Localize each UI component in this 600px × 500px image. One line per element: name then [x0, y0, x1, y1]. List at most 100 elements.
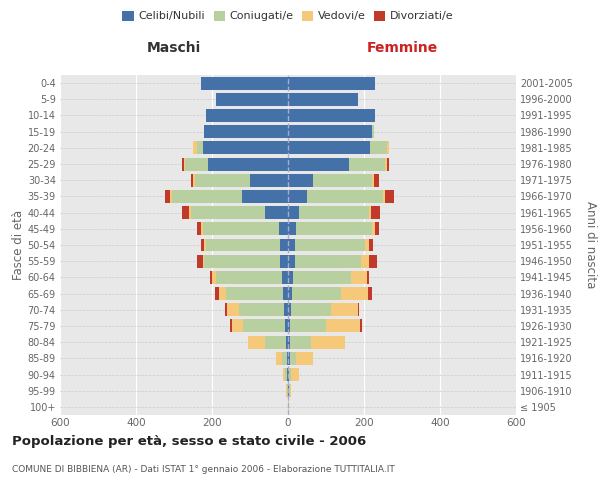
Bar: [242, 190, 288, 203]
Bar: [280, 254, 288, 268]
Bar: [349, 158, 385, 170]
Bar: [376, 222, 379, 235]
Bar: [203, 222, 278, 235]
Bar: [283, 287, 288, 300]
Bar: [189, 206, 191, 219]
Bar: [383, 190, 385, 203]
Bar: [295, 254, 361, 268]
Bar: [280, 238, 288, 252]
Bar: [283, 368, 286, 381]
Bar: [387, 158, 389, 170]
Bar: [284, 304, 288, 316]
Bar: [369, 238, 373, 252]
Bar: [206, 109, 288, 122]
Bar: [288, 76, 376, 90]
Bar: [205, 254, 280, 268]
Bar: [286, 368, 287, 381]
Bar: [370, 142, 387, 154]
Bar: [288, 320, 290, 332]
Bar: [288, 304, 291, 316]
Bar: [385, 190, 394, 203]
Text: Popolazione per età, sesso e stato civile - 2006: Popolazione per età, sesso e stato civil…: [12, 435, 366, 448]
Bar: [299, 206, 369, 219]
Bar: [193, 142, 197, 154]
Bar: [265, 206, 288, 219]
Bar: [288, 222, 296, 235]
Bar: [368, 287, 371, 300]
Bar: [182, 158, 184, 170]
Bar: [285, 320, 288, 332]
Bar: [200, 76, 288, 90]
Bar: [276, 352, 281, 365]
Bar: [288, 125, 371, 138]
Bar: [286, 336, 288, 348]
Bar: [227, 304, 239, 316]
Bar: [367, 271, 368, 284]
Bar: [243, 320, 285, 332]
Bar: [172, 190, 242, 203]
Bar: [248, 336, 265, 348]
Bar: [288, 190, 307, 203]
Y-axis label: Anni di nascita: Anni di nascita: [584, 202, 597, 288]
Bar: [341, 287, 368, 300]
Bar: [197, 142, 203, 154]
Bar: [387, 142, 389, 154]
Bar: [191, 174, 193, 186]
Bar: [326, 320, 360, 332]
Bar: [371, 206, 380, 219]
Bar: [311, 336, 345, 348]
Bar: [184, 158, 185, 170]
Bar: [287, 368, 288, 381]
Bar: [371, 174, 373, 186]
Bar: [288, 254, 295, 268]
Bar: [373, 222, 376, 235]
Text: COMUNE DI BIBBIENA (AR) - Dati ISTAT 1° gennaio 2006 - Elaborazione TUTTITALIA.I: COMUNE DI BIBBIENA (AR) - Dati ISTAT 1° …: [12, 465, 395, 474]
Bar: [290, 336, 311, 348]
Bar: [281, 352, 287, 365]
Bar: [291, 368, 299, 381]
Bar: [200, 238, 205, 252]
Bar: [288, 271, 293, 284]
Bar: [290, 384, 292, 397]
Bar: [331, 304, 358, 316]
Legend: Celibi/Nubili, Coniugati/e, Vedovi/e, Divorziati/e: Celibi/Nubili, Coniugati/e, Vedovi/e, Di…: [122, 10, 454, 22]
Bar: [216, 271, 283, 284]
Bar: [292, 287, 341, 300]
Bar: [197, 254, 203, 268]
Bar: [182, 206, 189, 219]
Bar: [226, 287, 283, 300]
Bar: [219, 287, 226, 300]
Y-axis label: Fasce di età: Fasce di età: [11, 210, 25, 280]
Bar: [212, 271, 216, 284]
Bar: [360, 320, 362, 332]
Bar: [191, 206, 265, 219]
Bar: [307, 190, 383, 203]
Bar: [197, 222, 200, 235]
Bar: [313, 174, 371, 186]
Bar: [385, 158, 387, 170]
Bar: [369, 254, 377, 268]
Bar: [203, 254, 205, 268]
Bar: [358, 304, 359, 316]
Bar: [216, 93, 288, 106]
Bar: [293, 271, 352, 284]
Bar: [205, 125, 288, 138]
Bar: [365, 238, 369, 252]
Bar: [288, 93, 358, 106]
Bar: [288, 368, 289, 381]
Bar: [288, 336, 290, 348]
Bar: [193, 174, 195, 186]
Bar: [232, 320, 243, 332]
Bar: [206, 238, 280, 252]
Bar: [288, 384, 289, 397]
Bar: [288, 352, 290, 365]
Bar: [288, 142, 370, 154]
Bar: [371, 125, 373, 138]
Bar: [373, 174, 379, 186]
Bar: [239, 304, 284, 316]
Bar: [203, 142, 288, 154]
Bar: [288, 287, 292, 300]
Text: Femmine: Femmine: [367, 41, 437, 55]
Bar: [278, 222, 288, 235]
Bar: [164, 190, 170, 203]
